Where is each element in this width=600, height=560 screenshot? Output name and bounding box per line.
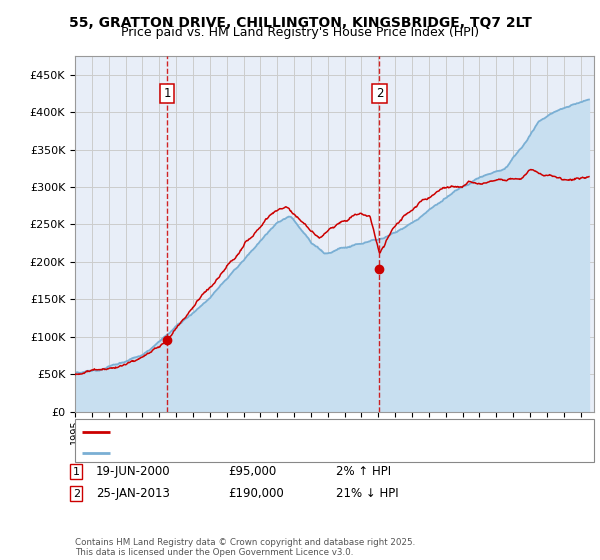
Text: 2: 2 xyxy=(73,489,80,499)
Text: £190,000: £190,000 xyxy=(228,487,284,501)
Text: 55, GRATTON DRIVE, CHILLINGTON, KINGSBRIDGE, TQ7 2LT (semi-detached house): 55, GRATTON DRIVE, CHILLINGTON, KINGSBRI… xyxy=(116,427,537,437)
Text: 21% ↓ HPI: 21% ↓ HPI xyxy=(336,487,398,501)
Text: 19-JUN-2000: 19-JUN-2000 xyxy=(96,465,170,478)
Text: 2: 2 xyxy=(376,87,383,100)
Text: HPI: Average price, semi-detached house, South Hams: HPI: Average price, semi-detached house,… xyxy=(116,447,392,458)
Text: 2% ↑ HPI: 2% ↑ HPI xyxy=(336,465,391,478)
Text: Contains HM Land Registry data © Crown copyright and database right 2025.
This d: Contains HM Land Registry data © Crown c… xyxy=(75,538,415,557)
Text: 1: 1 xyxy=(73,466,80,477)
Text: Price paid vs. HM Land Registry's House Price Index (HPI): Price paid vs. HM Land Registry's House … xyxy=(121,26,479,39)
Text: 25-JAN-2013: 25-JAN-2013 xyxy=(96,487,170,501)
Text: 1: 1 xyxy=(163,87,171,100)
Text: 55, GRATTON DRIVE, CHILLINGTON, KINGSBRIDGE, TQ7 2LT: 55, GRATTON DRIVE, CHILLINGTON, KINGSBRI… xyxy=(68,16,532,30)
Text: £95,000: £95,000 xyxy=(228,465,276,478)
